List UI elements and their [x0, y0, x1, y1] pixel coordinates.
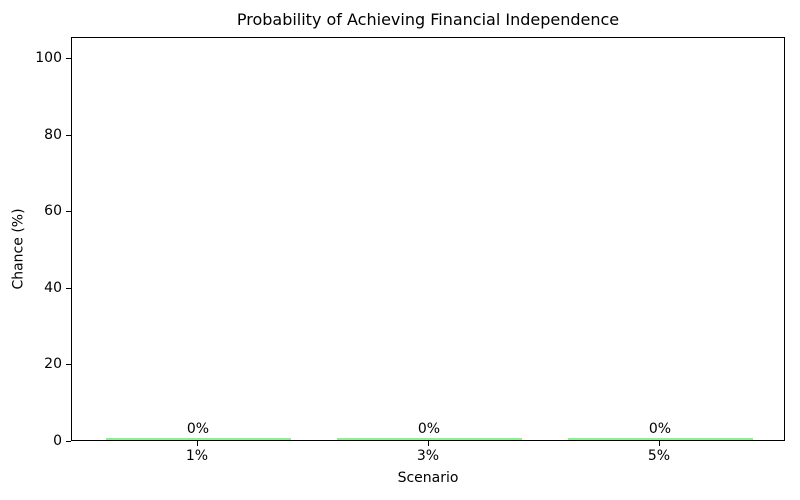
y-tick-label: 0 — [53, 433, 62, 449]
y-axis-label: Chance (%) — [10, 208, 27, 290]
chart-title: Probability of Achieving Financial Indep… — [236, 10, 620, 29]
y-tick-label: 20 — [44, 356, 62, 372]
y-tick-mark — [66, 211, 71, 212]
x-axis-label: Scenario — [397, 470, 459, 486]
y-tick-label: 60 — [44, 203, 62, 219]
plot-area: 0% 0% 0% — [71, 37, 785, 441]
x-tick-label: 5% — [647, 448, 671, 464]
y-tick-label: 100 — [35, 50, 62, 66]
y-tick-mark — [66, 364, 71, 365]
bar-value-label: 0% — [648, 421, 672, 437]
bar — [336, 438, 522, 440]
x-tick-mark — [197, 441, 198, 446]
bar-value-label: 0% — [186, 421, 210, 437]
y-tick-label: 80 — [44, 127, 62, 143]
bar — [105, 438, 291, 440]
y-tick-mark — [66, 135, 71, 136]
y-tick-mark — [66, 441, 71, 442]
bar-value-label: 0% — [417, 421, 441, 437]
x-tick-mark — [428, 441, 429, 446]
x-tick-mark — [659, 441, 660, 446]
y-tick-mark — [66, 58, 71, 59]
bar — [567, 438, 753, 440]
y-tick-mark — [66, 288, 71, 289]
x-tick-label: 1% — [185, 448, 209, 464]
y-tick-label: 40 — [44, 280, 62, 296]
x-tick-label: 3% — [416, 448, 440, 464]
